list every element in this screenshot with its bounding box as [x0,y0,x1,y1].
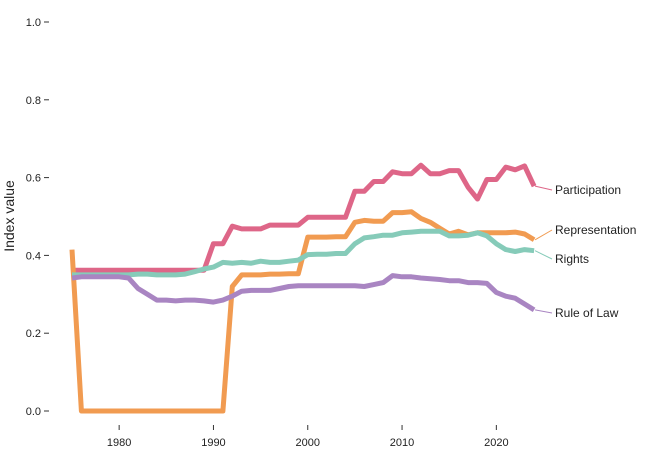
series-line-rule-of-law [71,273,536,313]
x-axis: 1980 1990 2000 2010 2020 [107,425,509,449]
series-line-rights [72,228,535,278]
leader-line [534,229,553,241]
y-axis-title: Index value [1,180,17,252]
y-tick-label: 1.0 [26,17,41,29]
x-tick-label: 1990 [201,437,225,449]
y-tick-label: 0.0 [26,406,41,418]
y-axis: 0.0 0.2 0.4 0.6 0.8 1.0 [26,17,49,418]
series-label-participation: Participation [555,183,621,197]
series-label-representation: Representation [555,223,636,237]
x-tick-label: 2010 [390,437,414,449]
y-tick-label: 0.6 [26,173,41,185]
series-labels: Participation Representation Rights Rule of… [534,183,636,320]
y-tick-label: 0.8 [26,95,41,107]
leader-line [534,250,553,260]
series-label-rights: Rights [555,252,589,266]
series-line-participation [72,162,537,273]
x-tick-label: 1980 [107,437,131,449]
y-tick-label: 0.2 [26,328,41,340]
x-tick-label: 2000 [296,437,320,449]
leader-line [534,309,553,314]
series-lines [69,162,537,414]
series-line-representation [69,209,536,414]
leader-line [534,185,553,191]
x-tick-label: 2020 [484,437,508,449]
y-tick-label: 0.4 [26,250,41,262]
series-label-rule-of-law: Rule of Law [555,306,619,320]
